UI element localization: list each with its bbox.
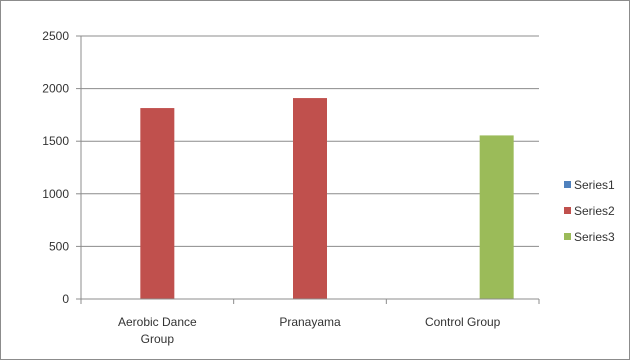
x-category-label-line: Aerobic Dance: [118, 315, 197, 329]
legend: Series1 Series2 Series3: [564, 178, 615, 244]
legend-label: Series2: [574, 204, 615, 218]
x-axis-labels: Aerobic Dance Group Pranayama Control Group: [118, 315, 501, 346]
x-category-label-line: Control Group: [425, 315, 501, 329]
y-tick-label: 500: [49, 239, 69, 253]
x-category-label: Aerobic Dance Group: [118, 315, 197, 346]
x-category-label-line: Group: [141, 332, 175, 346]
bar-series3-2: [479, 135, 514, 299]
bar-series2-1: [293, 98, 327, 300]
x-category-label-line: Pranayama: [279, 315, 341, 329]
bar-series2-0: [140, 108, 175, 299]
legend-swatch: [564, 181, 571, 188]
y-tick-label: 2500: [42, 29, 69, 43]
bars: [140, 98, 514, 300]
legend-item-series1: Series1: [564, 178, 615, 192]
legend-item-series2: Series2: [564, 204, 615, 218]
y-axis-ticks: 0 500 1000 1500 2000 2500: [42, 29, 81, 306]
y-tick-label: 1500: [42, 134, 69, 148]
y-tick-label: 1000: [42, 187, 69, 201]
x-category-label: Control Group: [425, 315, 501, 329]
legend-swatch: [564, 207, 571, 214]
legend-label: Series3: [574, 230, 615, 244]
axes: [80, 36, 540, 304]
legend-swatch: [564, 233, 571, 240]
y-tick-label: 2000: [42, 82, 69, 96]
legend-item-series3: Series3: [564, 230, 615, 244]
legend-label: Series1: [574, 178, 615, 192]
x-category-label: Pranayama: [279, 315, 341, 329]
y-tick-label: 0: [62, 292, 69, 306]
